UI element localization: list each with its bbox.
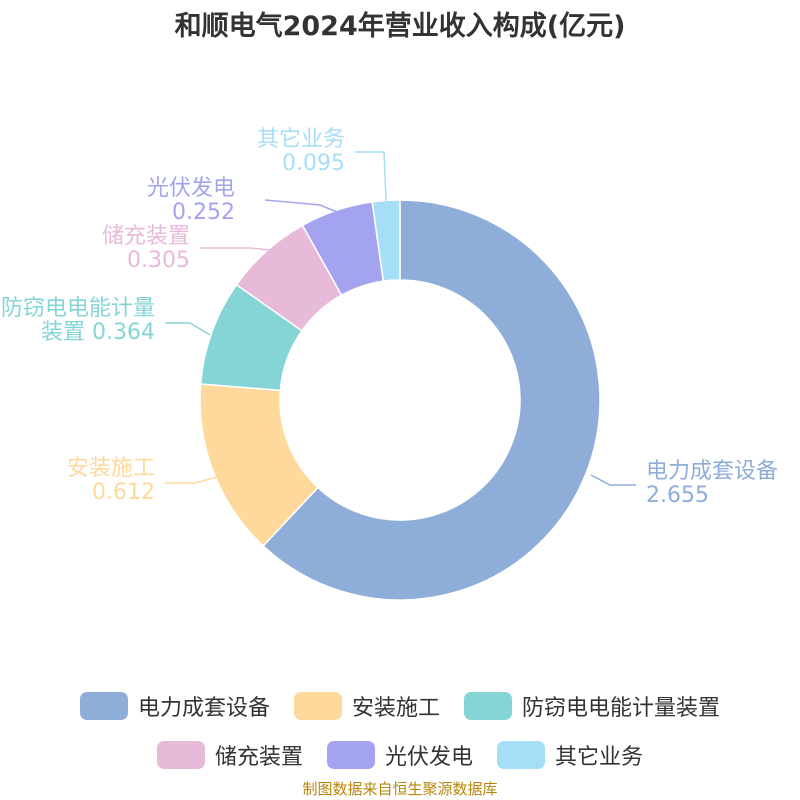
source-note: 制图数据来自恒生聚源数据库 bbox=[302, 780, 498, 798]
slice-label-2: 安装施工 bbox=[67, 456, 155, 481]
legend-item-2[interactable]: 安装施工 bbox=[293, 690, 440, 722]
slice-6[interactable] bbox=[371, 199, 401, 283]
legend-label: 防窃电电能计量装置 bbox=[522, 696, 721, 721]
legend-label: 电力成套设备 bbox=[137, 696, 270, 721]
legend-row-1: 电力成套设备 安装施工 防窃电电能计量装置 bbox=[0, 690, 800, 722]
slice-label-3: 防窃电电能计量 bbox=[1, 296, 155, 321]
leader-line-1 bbox=[590, 474, 636, 486]
leader-line-2 bbox=[165, 469, 243, 484]
legend-swatch bbox=[293, 692, 342, 720]
legend-swatch bbox=[79, 692, 128, 720]
legend-swatch bbox=[497, 741, 545, 769]
legend-label: 其它业务 bbox=[555, 745, 644, 770]
slice-label-4: 储充装置 bbox=[102, 224, 190, 249]
legend-swatch bbox=[326, 741, 375, 769]
legend-row-2: 储充装置 光伏发电 其它业务 bbox=[0, 739, 800, 771]
legend-item-1[interactable]: 电力成套设备 bbox=[79, 690, 270, 722]
leader-line-6 bbox=[355, 151, 387, 202]
slices-group bbox=[199, 199, 601, 601]
leader-lines-group bbox=[165, 151, 636, 486]
leader-line-5 bbox=[264, 199, 338, 213]
leader-line-4 bbox=[200, 247, 271, 251]
chart-title: 和顺电气2024年营业收入构成(亿元) bbox=[174, 11, 626, 42]
slice-value-2: 0.612 bbox=[92, 480, 155, 505]
slice-value-4: 0.305 bbox=[127, 248, 190, 273]
slice-label-5: 光伏发电 bbox=[147, 176, 235, 201]
legend-swatch bbox=[156, 741, 205, 769]
legend-item-3[interactable]: 防窃电电能计量装置 bbox=[464, 690, 720, 722]
slice-label-6: 其它业务 bbox=[257, 127, 345, 152]
leader-line-3 bbox=[165, 322, 211, 336]
slice-value-6: 0.095 bbox=[282, 151, 345, 176]
legend-label: 安装施工 bbox=[351, 696, 440, 721]
slice-label-1: 电力成套设备 bbox=[646, 459, 778, 484]
slice-value-5: 0.252 bbox=[172, 200, 235, 225]
legend-swatch bbox=[464, 692, 512, 720]
legend-label: 光伏发电 bbox=[384, 745, 473, 770]
legend-item-6[interactable]: 其它业务 bbox=[497, 739, 643, 771]
legend-item-5[interactable]: 光伏发电 bbox=[326, 739, 473, 771]
legend-item-4[interactable]: 储充装置 bbox=[156, 739, 303, 771]
slice-value-1: 2.655 bbox=[646, 483, 709, 508]
slice-1[interactable] bbox=[262, 199, 601, 601]
legend-label: 储充装置 bbox=[214, 745, 303, 770]
slice-value-3: 装置 0.364 bbox=[41, 320, 155, 345]
